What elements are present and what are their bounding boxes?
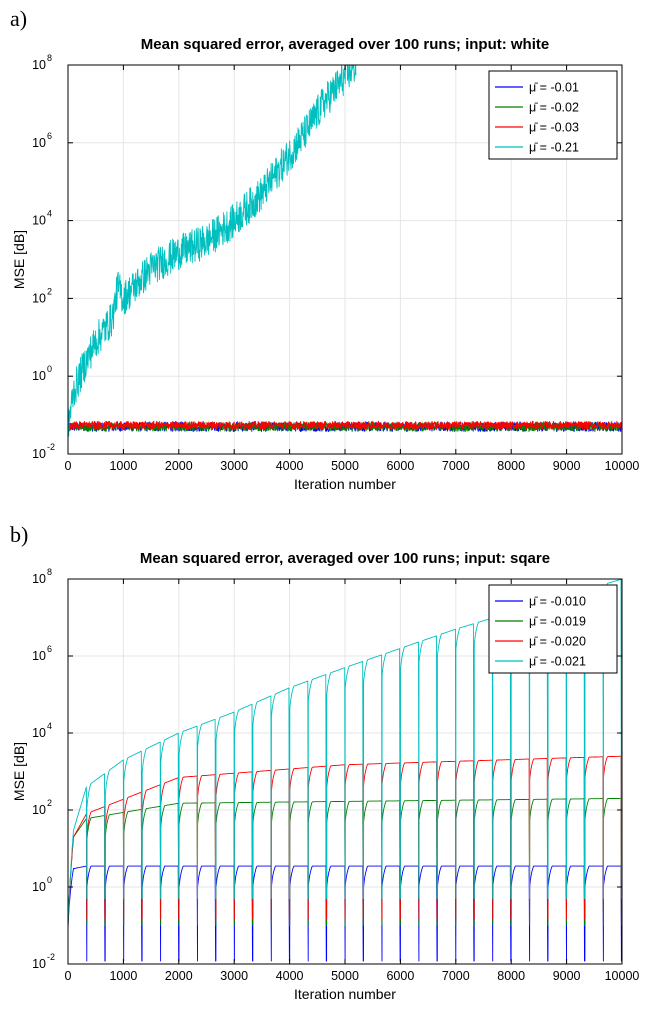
x-tick-label: 0 xyxy=(65,969,72,983)
y-tick-label: 10 xyxy=(32,291,46,305)
x-tick-label: 2000 xyxy=(165,459,193,473)
x-tick-label: 9000 xyxy=(553,969,581,983)
legend-label: μ̄ = -0.019 xyxy=(529,615,586,629)
legend-label: μ̄ = -0.021 xyxy=(529,655,586,669)
y-tick-exponent: 0 xyxy=(47,875,52,885)
x-tick-label: 9000 xyxy=(553,459,581,473)
y-tick-label: 10 xyxy=(32,136,46,150)
x-tick-label: 7000 xyxy=(442,459,470,473)
x-tick-label: 10000 xyxy=(605,969,640,983)
x-tick-label: 4000 xyxy=(276,459,304,473)
legend: μ̄ = -0.01 μ̄ = -0.02 μ̄ = -0.03 μ̄ = -0.21 xyxy=(488,70,618,160)
series-line-3 xyxy=(68,420,622,430)
y-tick-exponent: 0 xyxy=(47,364,52,374)
legend-box xyxy=(488,70,618,160)
panel-letter: b) xyxy=(10,522,28,547)
chart-panel-b: b) Mean squared error, averaged over 100 … xyxy=(10,522,639,1002)
y-tick-label: 10 xyxy=(32,726,46,740)
y-tick-label: 10 xyxy=(32,572,46,586)
legend-label: μ̄ = -0.020 xyxy=(529,635,586,649)
legend-label: μ̄ = -0.01 xyxy=(529,81,579,95)
legend-label: μ̄ = -0.03 xyxy=(529,121,579,135)
x-tick-label: 2000 xyxy=(165,969,193,983)
x-tick-label: 1000 xyxy=(109,459,137,473)
y-tick-label: 10 xyxy=(32,58,46,72)
y-tick-exponent: -2 xyxy=(47,952,55,962)
chart-title: Mean squared error, averaged over 100 ru… xyxy=(140,550,550,567)
x-tick-label: 10000 xyxy=(605,459,640,473)
y-tick-label: 10 xyxy=(32,957,46,971)
y-tick-label: 10 xyxy=(32,803,46,817)
y-tick-label: 10 xyxy=(32,447,46,461)
legend-box xyxy=(488,584,618,674)
chart-title: Mean squared error, averaged over 100 ru… xyxy=(141,36,549,53)
y-tick-exponent: 2 xyxy=(47,798,52,808)
x-tick-label: 8000 xyxy=(497,459,525,473)
y-tick-exponent: -2 xyxy=(47,442,55,452)
x-axis-label: Iteration number xyxy=(294,986,396,1002)
x-tick-label: 7000 xyxy=(442,969,470,983)
x-tick-label: 1000 xyxy=(109,969,137,983)
y-tick-exponent: 4 xyxy=(47,209,52,219)
series-line-4 xyxy=(68,65,357,437)
x-tick-label: 5000 xyxy=(331,459,359,473)
x-tick-label: 6000 xyxy=(386,969,414,983)
y-tick-label: 10 xyxy=(32,649,46,663)
x-tick-label: 5000 xyxy=(331,969,359,983)
y-tick-exponent: 2 xyxy=(47,286,52,296)
series-line-2 xyxy=(68,422,622,432)
y-tick-exponent: 6 xyxy=(47,644,52,654)
y-tick-label: 10 xyxy=(32,214,46,228)
x-axis-label: Iteration number xyxy=(294,476,396,492)
y-tick-label: 10 xyxy=(32,880,46,894)
x-tick-label: 3000 xyxy=(220,969,248,983)
y-axis-label: MSE [dB] xyxy=(11,230,27,289)
legend-label: μ̄ = -0.02 xyxy=(529,101,579,115)
panel-letter: a) xyxy=(10,6,27,31)
x-tick-label: 4000 xyxy=(276,969,304,983)
y-tick-exponent: 6 xyxy=(47,131,52,141)
x-tick-label: 3000 xyxy=(220,459,248,473)
legend: μ̄ = -0.010 μ̄ = -0.019 μ̄ = -0.020 μ̄ = -0… xyxy=(488,584,618,674)
plot-lines xyxy=(68,65,622,437)
x-tick-label: 0 xyxy=(65,459,72,473)
legend-label: μ̄ = -0.21 xyxy=(529,141,579,155)
chart-panel-a: a) Mean squared error, averaged over 100 … xyxy=(10,6,639,492)
y-tick-exponent: 8 xyxy=(47,53,52,63)
x-tick-label: 6000 xyxy=(386,459,414,473)
y-tick-exponent: 4 xyxy=(47,721,52,731)
y-tick-label: 10 xyxy=(32,369,46,383)
y-tick-exponent: 8 xyxy=(47,567,52,577)
x-tick-label: 8000 xyxy=(497,969,525,983)
legend-label: μ̄ = -0.010 xyxy=(529,595,586,609)
y-axis-label: MSE [dB] xyxy=(11,742,27,801)
